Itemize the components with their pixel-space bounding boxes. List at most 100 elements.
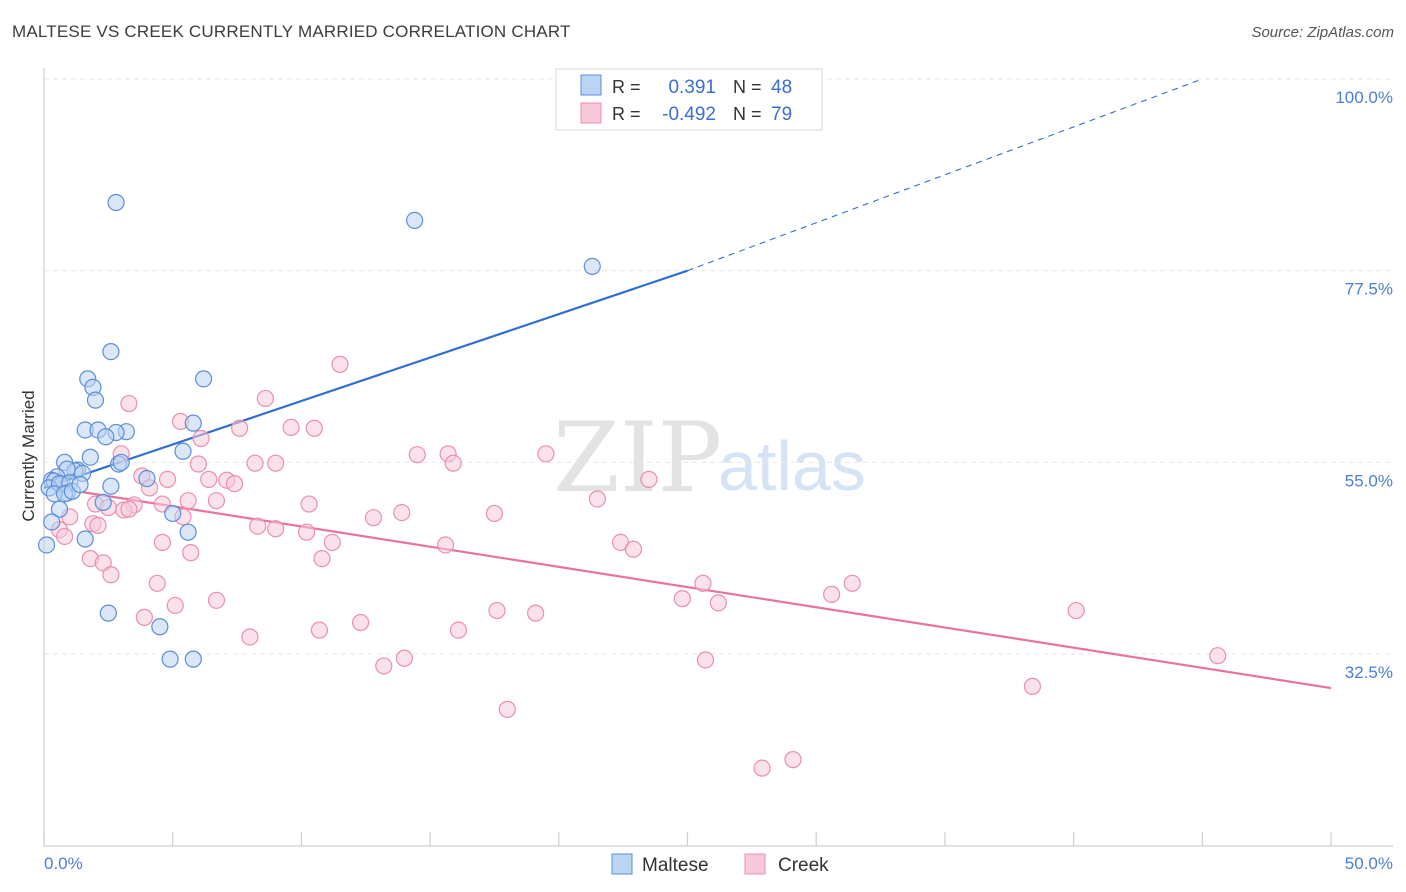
- maltese-point: [151, 618, 169, 636]
- legend-swatch-creek: [580, 102, 602, 124]
- maltese-point: [102, 342, 120, 361]
- maltese-point: [81, 448, 99, 466]
- creek-point: [588, 490, 607, 508]
- creek-point: [395, 649, 413, 667]
- creek-point: [408, 446, 426, 464]
- creek-point: [310, 621, 329, 639]
- maltese-point: [184, 414, 202, 432]
- creek-point: [823, 585, 841, 603]
- maltese-point: [86, 391, 105, 409]
- maltese-point: [583, 257, 601, 276]
- creek-point: [537, 445, 555, 463]
- maltese-trend-line: [43, 269, 688, 489]
- chart-title: MALTESE VS CREEK CURRENTLY MARRIED CORRE…: [12, 22, 571, 41]
- creek-point: [305, 419, 323, 437]
- legend-n-label-creek: N =: [733, 104, 762, 124]
- bottom-legend-maltese: Maltese: [642, 855, 709, 876]
- creek-point: [709, 594, 727, 612]
- maltese-point: [184, 650, 202, 668]
- creek-point: [498, 700, 516, 718]
- creek-point: [352, 613, 370, 632]
- creek-point: [200, 470, 218, 488]
- y-tick-label: 32.5%: [1345, 663, 1393, 682]
- creek-point: [179, 492, 197, 510]
- creek-point: [153, 533, 172, 552]
- y-tick-label: 77.5%: [1345, 280, 1393, 299]
- maltese-points: [37, 193, 601, 668]
- gridlines: [44, 78, 1393, 655]
- creek-point: [673, 590, 691, 608]
- creek-point: [1209, 647, 1227, 665]
- maltese-point: [94, 493, 112, 511]
- maltese-point: [37, 536, 56, 554]
- bottom-legend-swatch-maltese: [611, 853, 633, 875]
- maltese-point: [99, 604, 117, 622]
- creek-point: [192, 429, 210, 448]
- creek-point: [166, 596, 184, 615]
- creek-points: [50, 355, 1227, 777]
- creek-point: [89, 516, 107, 534]
- creek-point: [158, 470, 177, 488]
- maltese-point: [138, 469, 156, 488]
- creek-point: [182, 544, 200, 562]
- creek-point: [444, 454, 462, 472]
- y-axis-title: Currently Married: [19, 390, 38, 521]
- maltese-point: [76, 530, 94, 548]
- creek-point: [323, 533, 341, 552]
- x-ticks: [43, 832, 1332, 846]
- creek-point: [102, 566, 120, 584]
- creek-point: [527, 604, 545, 622]
- creek-point: [694, 574, 712, 592]
- legend-r-value-maltese: 0.391: [668, 77, 716, 98]
- creek-point: [313, 549, 331, 568]
- creek-point: [393, 503, 411, 522]
- creek-point: [246, 454, 264, 472]
- maltese-point: [406, 211, 424, 230]
- source-label: Source: ZipAtlas.com: [1251, 24, 1394, 41]
- creek-point: [784, 751, 802, 769]
- x-tick-label-min: 0.0%: [44, 854, 83, 873]
- creek-point: [207, 591, 226, 609]
- creek-point: [696, 651, 715, 669]
- creek-point: [375, 657, 393, 675]
- creek-point: [282, 418, 300, 437]
- maltese-point: [107, 193, 125, 212]
- creek-point: [207, 492, 226, 510]
- creek-point: [225, 475, 244, 493]
- creek-point: [135, 608, 153, 626]
- maltese-point: [179, 523, 197, 541]
- creek-point: [148, 574, 166, 592]
- creek-point: [297, 523, 316, 541]
- creek-point: [55, 527, 74, 546]
- y-tick-labels: 32.5% 55.0% 77.5% 100.0%: [1335, 88, 1393, 682]
- maltese-point: [97, 428, 115, 446]
- bottom-legend: Maltese Creek: [611, 853, 829, 876]
- legend-swatch-maltese: [580, 74, 602, 96]
- maltese-point: [50, 500, 69, 518]
- legend-r-label-maltese: R =: [612, 77, 641, 97]
- bottom-legend-creek: Creek: [778, 855, 829, 876]
- y-tick-label: 100.0%: [1335, 88, 1393, 107]
- creek-point: [231, 419, 249, 437]
- maltese-trend-extension: [687, 78, 1203, 272]
- creek-point: [753, 759, 771, 777]
- maltese-point: [112, 453, 130, 471]
- maltese-point: [71, 475, 89, 494]
- creek-point: [94, 554, 112, 572]
- creek-point: [449, 621, 468, 639]
- legend-r-value-creek: -0.492: [662, 104, 716, 125]
- creek-point: [624, 540, 643, 558]
- creek-point: [249, 517, 267, 535]
- creek-point: [485, 504, 504, 523]
- creek-point: [331, 355, 349, 373]
- maltese-point: [194, 370, 213, 388]
- legend-box: R = 0.391 N = 48 R = -0.492 N = 79: [555, 68, 823, 131]
- creek-point: [267, 454, 285, 472]
- creek-point: [120, 394, 138, 413]
- creek-point: [364, 509, 383, 527]
- legend-n-label-maltese: N =: [733, 77, 762, 97]
- maltese-point: [161, 650, 179, 668]
- creek-point: [1023, 677, 1042, 695]
- creek-point: [488, 601, 506, 620]
